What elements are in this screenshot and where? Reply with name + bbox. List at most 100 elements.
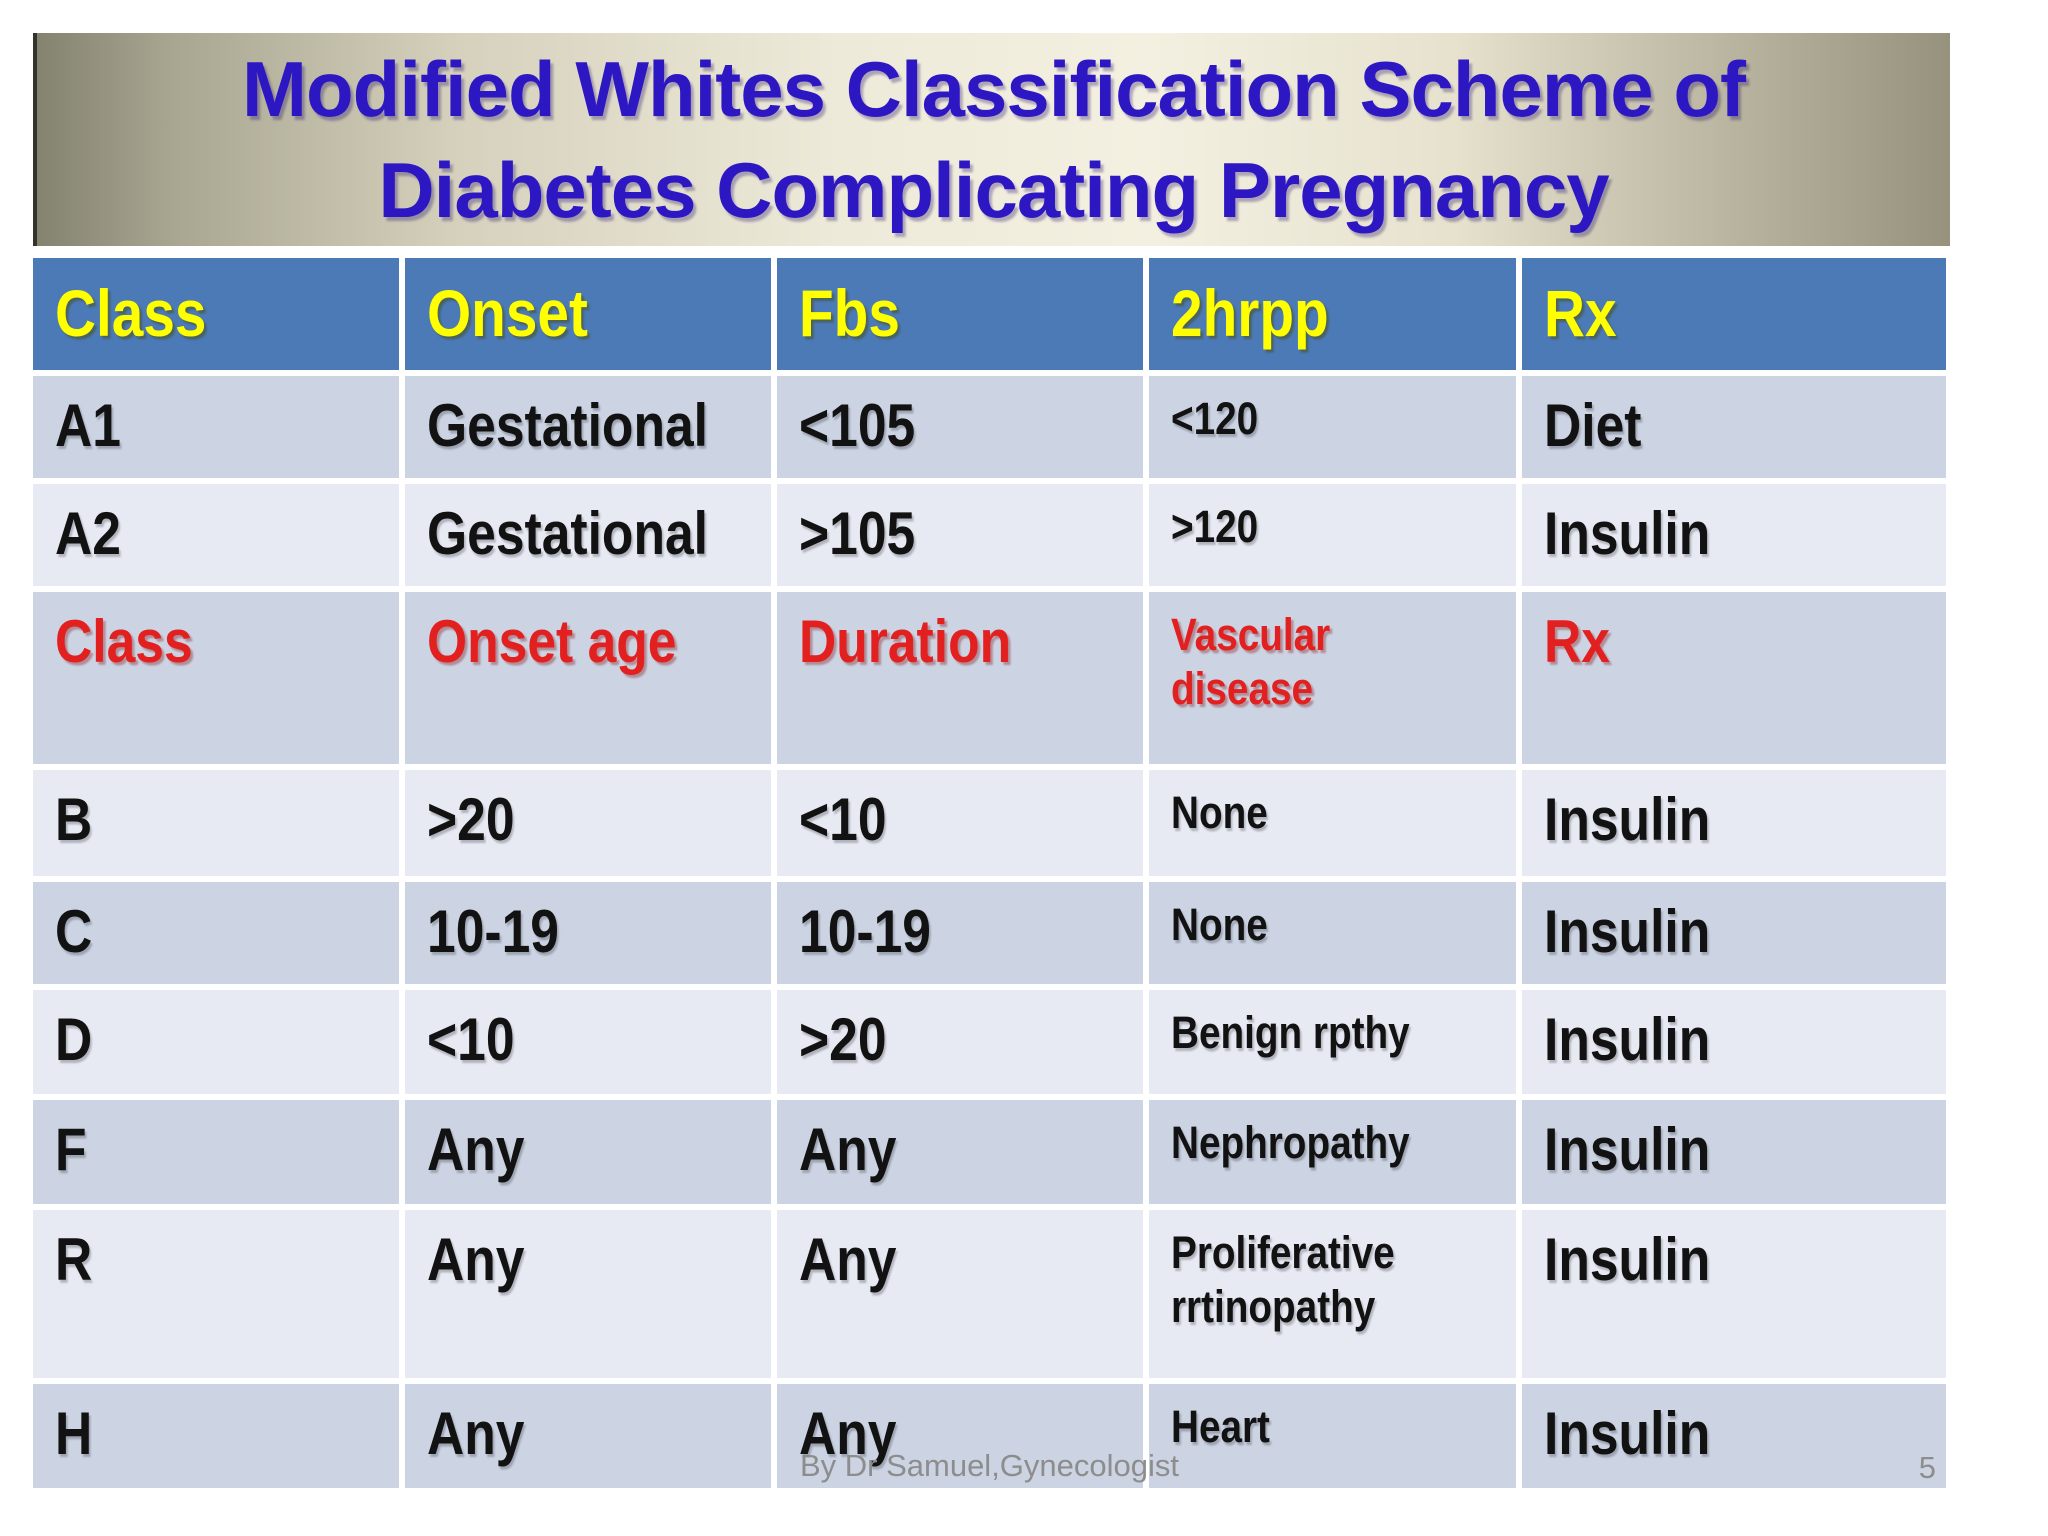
table-cell-r8c1: R: [33, 1210, 399, 1378]
table-cell-r6c5-text: Insulin: [1544, 1006, 1711, 1073]
table-cell-r4c5: Insulin: [1522, 770, 1946, 876]
title-banner: Modified Whites Classification Scheme of…: [33, 33, 1950, 246]
table-cell-r6c2-text: <10: [427, 1006, 515, 1073]
column-header-fbs-text: Fbs: [799, 276, 900, 351]
table-cell-r4c5-text: Insulin: [1544, 786, 1711, 853]
table-cell-r5c2: 10-19: [405, 882, 771, 984]
table-cell-r2c4-text: >120: [1171, 501, 1259, 552]
table-cell-r1c2: Gestational: [405, 376, 771, 478]
table-cell-r2c1-text: A2: [55, 500, 121, 567]
table-cell-r8c5-text: Insulin: [1544, 1226, 1711, 1293]
table-cell-r9c1-text: H: [55, 1400, 93, 1467]
table-cell-r9c5-text: Insulin: [1544, 1400, 1711, 1467]
table-cell-r5c3-text: 10-19: [799, 898, 931, 965]
table-cell-r2c3-text: >105: [799, 500, 916, 567]
slide-title-line1: Modified Whites Classification Scheme of: [242, 44, 1746, 133]
table-cell-r4c4-text: None: [1171, 787, 1268, 838]
table-cell-r5c4-text: None: [1171, 899, 1268, 950]
table-cell-r6c1: D: [33, 990, 399, 1094]
table-cell-r5c1-text: C: [55, 898, 93, 965]
table-cell-r3c5-text: Rx: [1544, 608, 1610, 675]
table-cell-r5c3: 10-19: [777, 882, 1143, 984]
table-cell-r2c2-text: Gestational: [427, 500, 709, 567]
table-cell-r9c1: H: [33, 1384, 399, 1488]
table-cell-r7c1-text: F: [55, 1116, 87, 1183]
table-cell-r4c3-text: <10: [799, 786, 887, 853]
table-cell-r1c5: Diet: [1522, 376, 1946, 478]
page-number: 5: [1918, 1450, 1936, 1485]
table-cell-r9c3: Any: [777, 1384, 1143, 1488]
table-cell-r6c3: >20: [777, 990, 1143, 1094]
table-cell-r2c5: Insulin: [1522, 484, 1946, 586]
table-cell-r9c5: Insulin: [1522, 1384, 1946, 1488]
slide-title-line2: Diabetes Complicating Pregnancy: [378, 145, 1609, 234]
column-header-rx: Rx: [1522, 258, 1946, 370]
table-cell-r3c3-text: Duration: [799, 608, 1012, 675]
table-cell-r5c1: C: [33, 882, 399, 984]
column-header-class: Class: [33, 258, 399, 370]
table-cell-r4c1-text: B: [55, 786, 93, 853]
table-cell-r8c4: Proliferative rrtinopathy: [1149, 1210, 1516, 1378]
table-cell-r8c3-text: Any: [799, 1226, 897, 1293]
table-cell-r6c4: Benign rpthy: [1149, 990, 1516, 1094]
table-cell-r7c4-text: Nephropathy: [1171, 1117, 1410, 1168]
column-header-rx-text: Rx: [1544, 276, 1617, 351]
table-cell-r8c3: Any: [777, 1210, 1143, 1378]
table-cell-r2c1: A2: [33, 484, 399, 586]
table-cell-r1c3: <105: [777, 376, 1143, 478]
table-cell-r7c2: Any: [405, 1100, 771, 1204]
table-cell-r3c2: Onset age: [405, 592, 771, 764]
table-cell-r9c2: Any: [405, 1384, 771, 1488]
table-cell-r2c3: >105: [777, 484, 1143, 586]
table-cell-r8c2: Any: [405, 1210, 771, 1378]
table-cell-r6c2: <10: [405, 990, 771, 1094]
table-cell-r4c4: None: [1149, 770, 1516, 876]
table-cell-r3c2-text: Onset age: [427, 608, 677, 675]
table-cell-r7c5-text: Insulin: [1544, 1116, 1711, 1183]
table-cell-r3c1: Class: [33, 592, 399, 764]
column-header-onset: Onset: [405, 258, 771, 370]
table-cell-r7c3: Any: [777, 1100, 1143, 1204]
table-cell-r1c2-text: Gestational: [427, 392, 709, 459]
column-header-2hrpp: 2hrpp: [1149, 258, 1516, 370]
table-cell-r3c3: Duration: [777, 592, 1143, 764]
table-cell-r5c5: Insulin: [1522, 882, 1946, 984]
table-cell-r6c1-text: D: [55, 1006, 93, 1073]
table-cell-r1c4-text: <120: [1171, 393, 1259, 444]
table-cell-r5c2-text: 10-19: [427, 898, 559, 965]
table-cell-r1c1-text: A1: [55, 392, 121, 459]
table-cell-r4c1: B: [33, 770, 399, 876]
table-cell-r1c3-text: <105: [799, 392, 916, 459]
table-cell-r8c2-text: Any: [427, 1226, 525, 1293]
table-cell-r1c4: <120: [1149, 376, 1516, 478]
column-header-class-text: Class: [55, 276, 207, 351]
table-cell-r8c4-text: Proliferative rrtinopathy: [1171, 1227, 1395, 1332]
table-cell-r7c2-text: Any: [427, 1116, 525, 1183]
table-cell-r2c5-text: Insulin: [1544, 500, 1711, 567]
table-cell-r6c5: Insulin: [1522, 990, 1946, 1094]
table-cell-r9c4: Heart: [1149, 1384, 1516, 1488]
table-cell-r3c5: Rx: [1522, 592, 1946, 764]
table-cell-r1c1: A1: [33, 376, 399, 478]
table-cell-r4c2: >20: [405, 770, 771, 876]
table-cell-r9c2-text: Any: [427, 1400, 525, 1467]
table-cell-r9c4-text: Heart: [1171, 1401, 1270, 1452]
footer-credit: By Dr Samuel,Gynecologist: [799, 1448, 1180, 1483]
table-cell-r3c4: Vascular disease: [1149, 592, 1516, 764]
table-cell-r6c4-text: Benign rpthy: [1171, 1007, 1410, 1058]
table-cell-r5c5-text: Insulin: [1544, 898, 1711, 965]
table-cell-r8c1-text: R: [55, 1226, 93, 1293]
table-cell-r6c3-text: >20: [799, 1006, 887, 1073]
table-cell-r7c1: F: [33, 1100, 399, 1204]
table-cell-r7c5: Insulin: [1522, 1100, 1946, 1204]
column-header-fbs: Fbs: [777, 258, 1143, 370]
column-header-2hrpp-text: 2hrpp: [1171, 276, 1329, 351]
table-cell-r7c3-text: Any: [799, 1116, 897, 1183]
table-cell-r3c1-text: Class: [55, 608, 193, 675]
table-cell-r7c4: Nephropathy: [1149, 1100, 1516, 1204]
table-cell-r5c4: None: [1149, 882, 1516, 984]
table-cell-r8c5: Insulin: [1522, 1210, 1946, 1378]
table-cell-r1c5-text: Diet: [1544, 392, 1642, 459]
classification-table: Class Onset Fbs 2hrpp Rx A1 Gestational <105 <12…: [33, 258, 1946, 1488]
table-cell-r9c3-text: Any: [799, 1400, 897, 1467]
